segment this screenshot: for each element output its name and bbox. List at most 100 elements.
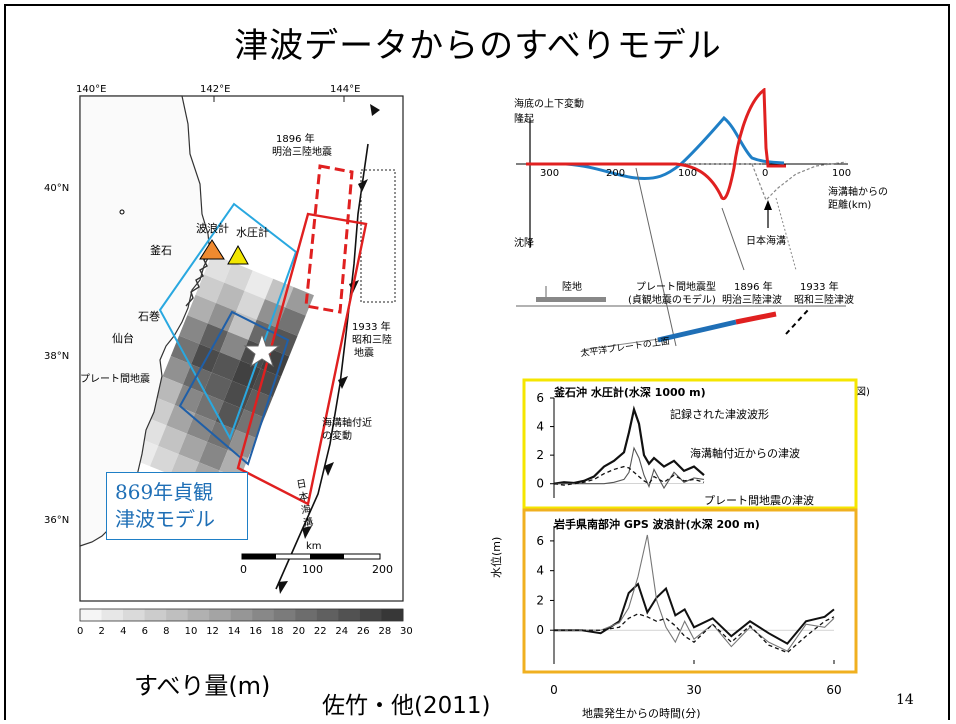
slip-cell [154,376,183,406]
profile-1933-1: 1933 年 [800,282,839,293]
page-number: 14 [896,692,914,708]
colorbar-tick: 24 [335,626,349,637]
slip-cell [228,311,257,340]
slip-cell [277,307,306,337]
citation: 佐竹・他(2011) [322,693,491,719]
profile-tick-200: 200 [606,168,626,179]
colorbar-tick: 16 [249,626,262,637]
scale-tick-200: 200 [372,563,393,576]
slip-cell [203,254,233,283]
series-line [554,446,705,490]
kamaishi-box [522,378,858,510]
deformation-profile [516,88,848,351]
profile-japan-trench: 日本海溝 [746,236,786,247]
chart2-xlabel: 地震発生からの時間(分) [582,707,701,720]
slip-amount-label: すべり量(m) [134,672,271,700]
label-pressure-gauge: 水圧計 [236,226,269,239]
leader-1933 [775,197,797,271]
ria-coast [185,253,211,307]
label-trench-near-2: の変動 [322,431,352,442]
lat-label-38: 38°N [44,351,70,362]
profile-tick-100r: 100 [832,168,852,179]
colorbar-step [123,609,146,621]
slip-cell [186,413,216,442]
chart1-title: 釜石沖 水圧計(水深 1000 m) [554,386,706,399]
y-tick-label: 2 [536,448,544,462]
epicenter-star-icon [243,332,281,368]
slide-frame [4,4,950,720]
slip-cell [158,425,187,455]
scale-bar [241,553,381,560]
colorbar-step [295,609,318,621]
slip-cell [215,282,245,312]
slip-cell [149,445,179,475]
slip-cell [162,355,192,385]
colorbar-step [381,609,404,621]
slip-cell [178,433,208,463]
slip-cell [203,372,232,402]
profile-xlabel-2: 距離(km) [828,200,872,211]
red-fault-south [236,212,368,506]
y-tick-label: 6 [536,391,544,405]
slip-cell [174,384,204,414]
chart1-annot-recorded: 記録された津波波形 [670,408,769,421]
place-sendai: 仙台 [112,332,134,345]
colorbar-tick: 12 [206,626,219,637]
eq1933-outline [360,169,396,303]
slip-cell [244,270,274,300]
y-tick-label: 2 [536,593,544,607]
colorbar-tick: 26 [356,626,370,637]
series-line [554,613,835,654]
y-tick-label: 0 [536,623,544,637]
colorbar-tick: 20 [292,626,306,637]
profile-ylabel: 海底の上下変動 [514,99,584,110]
y-tick-label: 0 [536,477,544,491]
red-fault-north [304,164,354,314]
slide-title: 津波データからのすべりモデル [234,26,722,66]
iwate-box [522,508,858,674]
x-tick-label: 30 [686,683,701,697]
profile-subsidence: 沈降 [514,238,534,249]
leader-interplate [635,167,677,347]
chart1-annot-trench: 海溝軸付近からの津波 [690,447,800,460]
callout-line-1: 869年貞観 [115,480,214,504]
lat-label-36: 36°N [44,515,70,526]
slip-cell [264,278,294,308]
slip-cell [187,294,216,324]
slip-cell [227,429,257,459]
y-tick-label: 4 [536,420,544,434]
y-tick-label: 4 [536,564,544,578]
colorbar-step [252,609,275,621]
colorbar-tick: 28 [378,626,392,637]
label-wave-gauge: 波浪計 [196,222,229,235]
profile-1933-2: 昭和三陸津波 [794,295,854,306]
colorbar-tick: 22 [313,626,327,637]
colorbar-step [80,609,103,621]
plate-red-segment [735,311,777,325]
profile-tick-0: 0 [762,168,769,179]
trench-arrow-head [764,200,772,210]
colorbar-step [316,609,339,621]
jogan-inner-fault [178,310,290,466]
curve-1896-red [526,88,786,201]
profile-fig-fragment: 図) [856,387,870,398]
colorbar-step [144,609,167,621]
place-kamaishi: 釜石 [150,244,172,257]
colorbar-step [187,609,210,621]
slip-cell [179,315,208,344]
colorbar-step [166,609,189,621]
jogan-outer-fault [158,202,298,441]
slip-cell [211,352,241,381]
colorbar-tick: 4 [120,626,127,637]
slip-cell [231,360,261,389]
profile-interplate-1: プレート間地震型 [636,282,716,293]
slip-colorbar [79,608,404,622]
colorbar-tick: 2 [98,626,105,637]
slip-cell [224,262,253,291]
colorbar-step [230,609,253,621]
profile-tick-100: 100 [678,168,698,179]
jogan-model-callout: 869年貞観 津波モデル [106,472,248,540]
leader-1896 [721,207,745,271]
